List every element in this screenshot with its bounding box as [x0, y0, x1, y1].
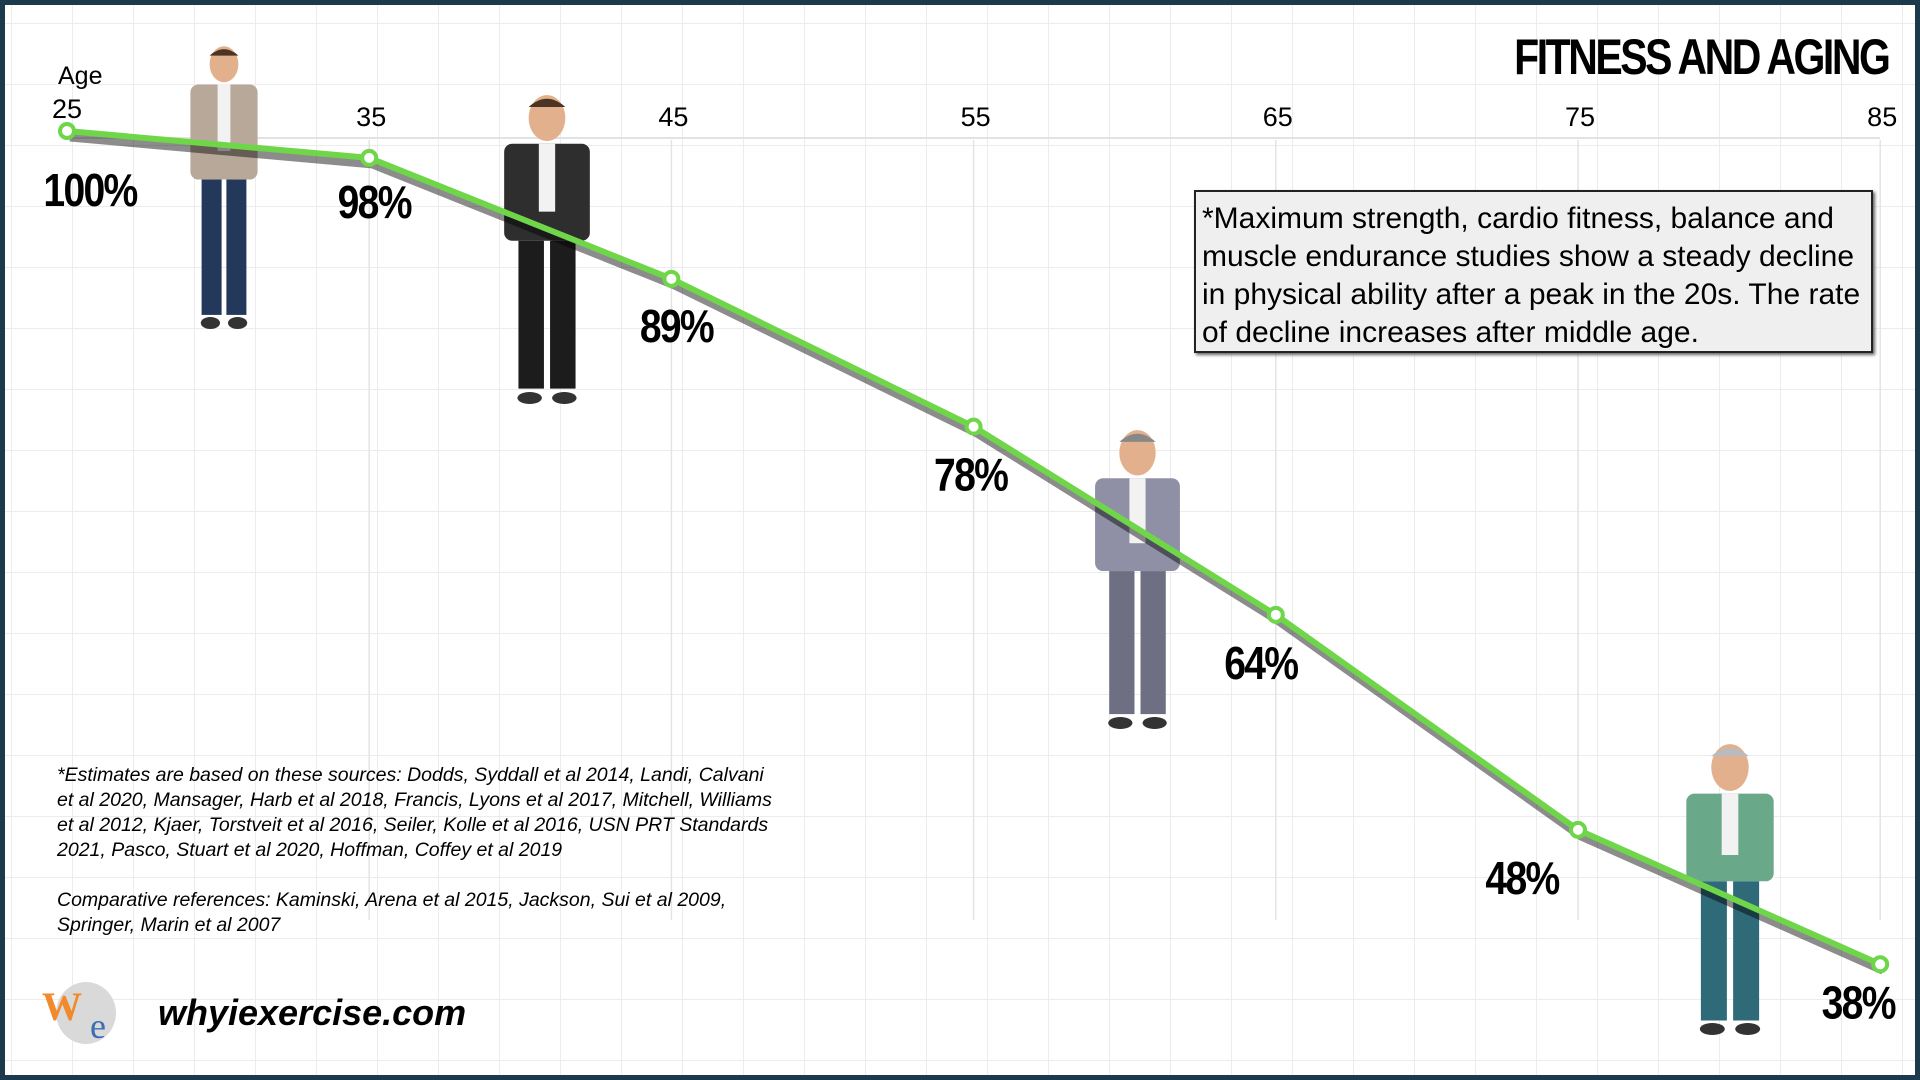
data-point: [1871, 955, 1890, 974]
x-tick-label: 75: [1565, 102, 1595, 132]
figure-young-man: [190, 46, 258, 329]
website-link[interactable]: whyiexercise.com: [158, 992, 467, 1033]
data-point: [964, 417, 983, 436]
data-label: 100%: [43, 165, 137, 217]
sources-text: *Estimates are based on these sources: D…: [57, 764, 772, 861]
data-label: 38%: [1822, 977, 1896, 1029]
data-label: 48%: [1485, 853, 1559, 905]
x-tick-label: 35: [356, 102, 386, 132]
explanation-note: *Maximum strength, cardio fitness, balan…: [1194, 190, 1873, 353]
data-label: 98%: [338, 177, 412, 229]
data-label: 89%: [640, 301, 714, 353]
x-tick-label: 65: [1263, 102, 1293, 132]
figure-man-in-black-suit: [504, 95, 590, 404]
whyiexercise-logo: W e: [42, 982, 116, 1044]
data-point: [662, 269, 681, 288]
svg-text:W: W: [42, 984, 82, 1029]
figure-elderly-man-with-cardigan: [1686, 744, 1774, 1035]
comparative-references-text: Comparative references: Kaminski, Arena …: [57, 889, 727, 936]
x-tick-label: 25: [52, 94, 82, 124]
svg-text:e: e: [90, 1006, 106, 1044]
sources-footnote: *Estimates are based on these sources: D…: [57, 763, 777, 963]
data-point: [1266, 605, 1285, 624]
x-tick-label: 55: [961, 102, 991, 132]
data-point: [360, 148, 379, 167]
chart-title: FITNESS AND AGING: [1513, 29, 1891, 85]
x-axis-title: Age: [58, 62, 103, 90]
x-tick-label: 45: [658, 102, 688, 132]
data-point: [58, 122, 76, 140]
data-label: 64%: [1224, 638, 1298, 690]
x-tick-label: 85: [1867, 102, 1897, 132]
data-point: [1569, 820, 1587, 839]
figure-older-man-in-gray-suit: [1095, 430, 1180, 729]
data-label: 78%: [934, 450, 1008, 502]
